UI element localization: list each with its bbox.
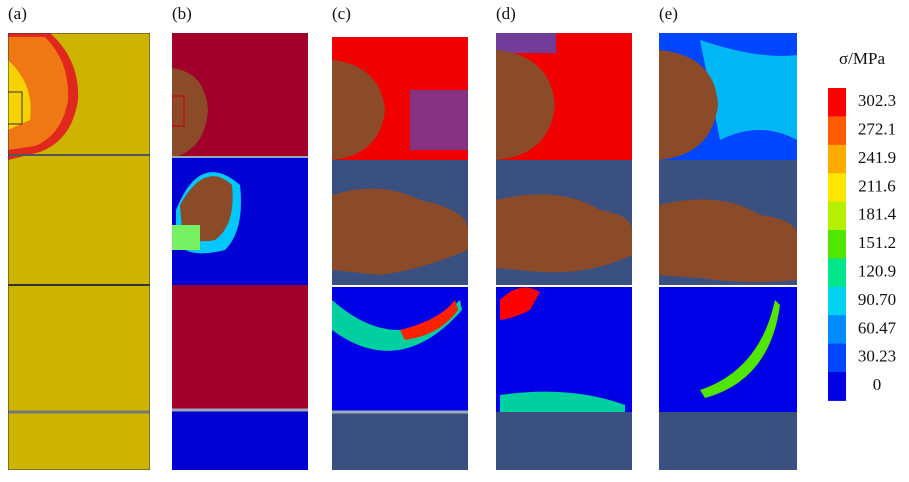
colorbar-label: 181.4 [858,205,897,224]
colorbar-label: 272.1 [858,120,896,139]
colorbar-swatch [828,315,846,344]
panel-e-image [659,33,797,470]
colorbar-label: 241.9 [858,148,896,167]
figure: (a) (b) (c) (d) (e) σ/MPa 302.3 272.1 241.9 211… [0,0,909,477]
colorbar-label: 30.23 [858,347,896,366]
colorbar-swatch [828,258,846,287]
colorbar: σ/MPa 302.3 272.1 241.9 211.6 181.4 151.2 120.… [828,49,897,401]
panel-b-image [172,33,308,470]
colorbar-label: 120.9 [858,262,896,281]
colorbar-swatch [828,230,846,259]
colorbar-label: 151.2 [858,233,896,252]
colorbar-swatch [828,372,846,401]
colorbar-label: 60.47 [858,318,897,337]
panel-label: (c) [332,4,351,23]
colorbar-label: 211.6 [858,176,896,195]
colorbar-label: 90.70 [858,290,896,309]
colorbar-label: 0 [873,375,882,394]
colorbar-swatch [828,202,846,231]
colorbar-label: 302.3 [858,91,896,110]
panel-label: (e) [659,4,678,23]
colorbar-swatch [828,116,846,145]
panel-label: (b) [172,4,192,23]
panel-labels: (a) (b) (c) (d) (e) [8,4,678,23]
colorbar-swatch [828,173,846,202]
colorbar-title: σ/MPa [839,49,885,68]
panel-label: (d) [496,4,516,23]
panel-a-image [8,33,150,470]
colorbar-swatch [828,145,846,174]
panel-c-image [332,37,468,470]
colorbar-swatch [828,88,846,117]
panel-d-image [496,33,632,470]
colorbar-swatch [828,287,846,316]
panel-label: (a) [8,4,27,23]
colorbar-swatch [828,344,846,373]
